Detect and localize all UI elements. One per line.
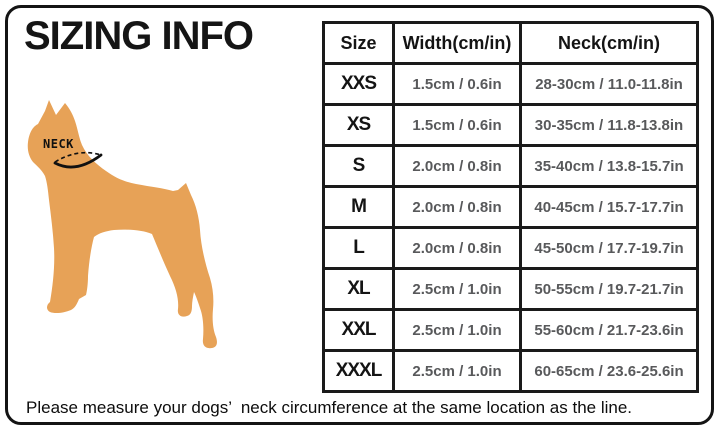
table-row: XS 1.5cm / 0.6in 30-35cm / 11.8-13.8in: [322, 103, 699, 147]
neck-value: 40-45cm / 15.7-17.7in: [519, 185, 699, 229]
page-title: SIZING INFO: [24, 14, 254, 58]
neck-value: 35-40cm / 13.8-15.7in: [519, 144, 699, 188]
sizing-table: Size Width(cm/in) Neck(cm/in) XXS 1.5cm …: [322, 21, 699, 393]
table-row: L 2.0cm / 0.8in 45-50cm / 17.7-19.7in: [322, 226, 699, 270]
table-row: XXL 2.5cm / 1.0in 55-60cm / 21.7-23.6in: [322, 308, 699, 352]
neck-value: 28-30cm / 11.0-11.8in: [519, 62, 699, 106]
size-label: XS: [322, 103, 395, 147]
size-label: L: [322, 226, 395, 270]
neck-value: 30-35cm / 11.8-13.8in: [519, 103, 699, 147]
caption: Please measure your dogs’ neck circumfer…: [26, 398, 633, 417]
width-value: 2.0cm / 0.8in: [392, 226, 522, 270]
width-value: 1.5cm / 0.6in: [392, 103, 522, 147]
neck-value: 60-65cm / 23.6-25.6in: [519, 349, 699, 393]
width-value: 2.5cm / 1.0in: [392, 308, 522, 352]
table-header-row: Size Width(cm/in) Neck(cm/in): [322, 21, 699, 65]
dog-svg: [27, 100, 217, 349]
table-row: XXXL 2.5cm / 1.0in 60-65cm / 23.6-25.6in: [322, 349, 699, 393]
width-value: 2.0cm / 0.8in: [392, 144, 522, 188]
dog-silhouette: [27, 100, 217, 349]
width-value: 2.5cm / 1.0in: [392, 349, 522, 393]
size-label: XXS: [322, 62, 395, 106]
size-label: M: [322, 185, 395, 229]
size-label: XXL: [322, 308, 395, 352]
dog-illustration: NECK: [20, 96, 230, 356]
neck-value: 45-50cm / 17.7-19.7in: [519, 226, 699, 270]
header-size: Size: [322, 21, 395, 65]
table-row: M 2.0cm / 0.8in 40-45cm / 15.7-17.7in: [322, 185, 699, 229]
neck-label: NECK: [43, 137, 74, 151]
table-row: XXS 1.5cm / 0.6in 28-30cm / 11.0-11.8in: [322, 62, 699, 106]
collar-dashed-line: [54, 151, 102, 163]
width-value: 2.0cm / 0.8in: [392, 185, 522, 229]
size-label: XL: [322, 267, 395, 311]
table-row: XL 2.5cm / 1.0in 50-55cm / 19.7-21.7in: [322, 267, 699, 311]
width-value: 2.5cm / 1.0in: [392, 267, 522, 311]
size-label: XXXL: [322, 349, 395, 393]
size-label: S: [322, 144, 395, 188]
neck-value: 55-60cm / 21.7-23.6in: [519, 308, 699, 352]
neck-value: 50-55cm / 19.7-21.7in: [519, 267, 699, 311]
header-neck: Neck(cm/in): [519, 21, 699, 65]
header-width: Width(cm/in): [392, 21, 522, 65]
table-row: S 2.0cm / 0.8in 35-40cm / 13.8-15.7in: [322, 144, 699, 188]
collar-line: [53, 153, 103, 169]
width-value: 1.5cm / 0.6in: [392, 62, 522, 106]
